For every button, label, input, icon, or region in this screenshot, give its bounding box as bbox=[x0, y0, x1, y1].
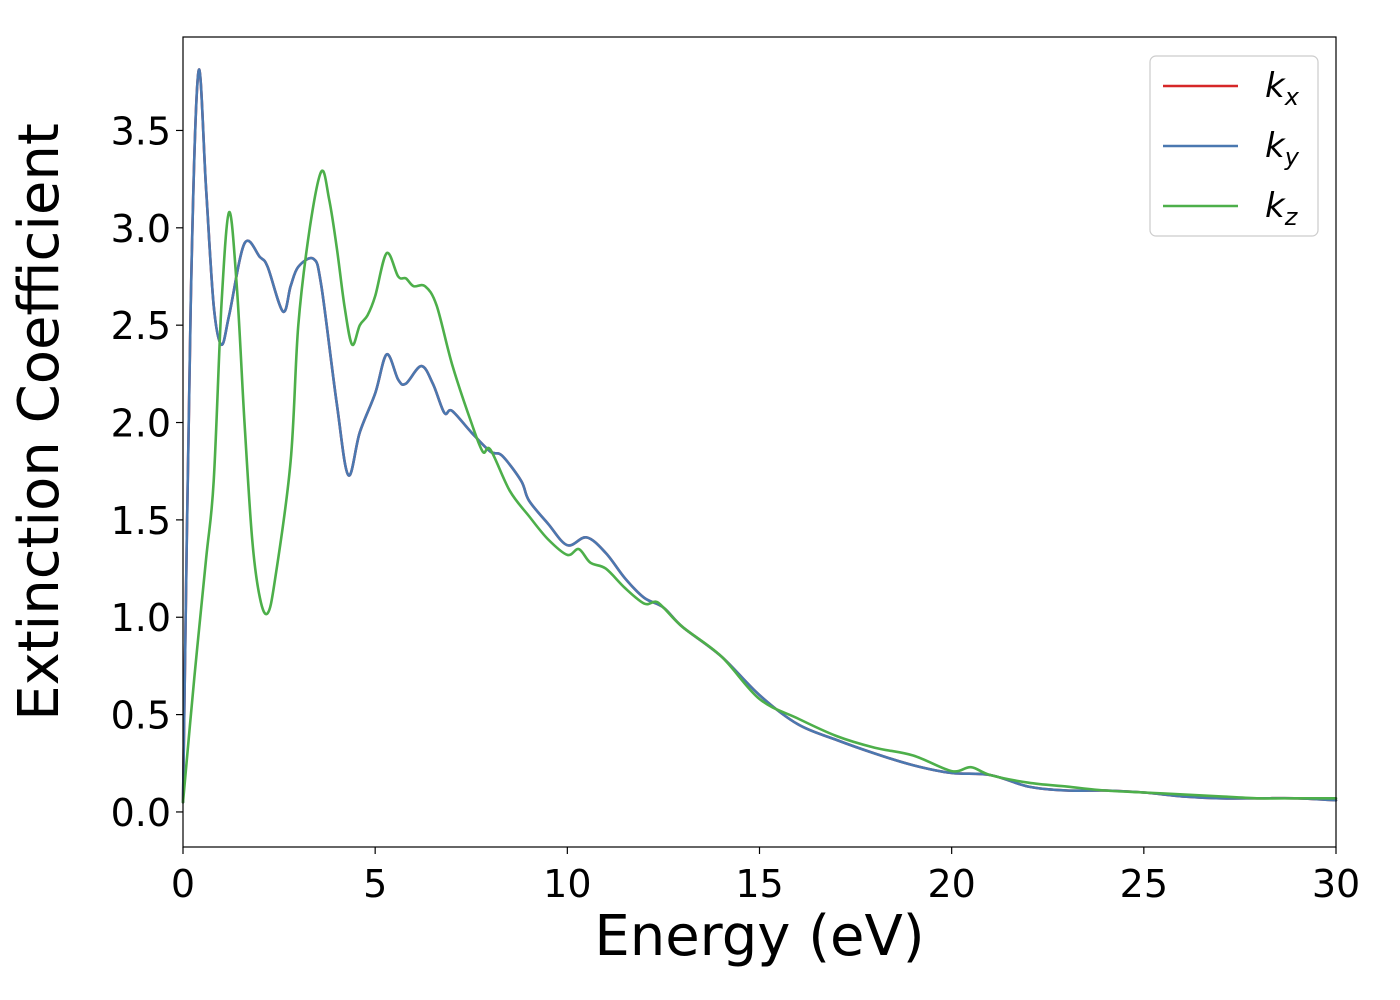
x-axis: 0 5 10 15 20 25 30 bbox=[171, 847, 1360, 906]
legend-subscript: x bbox=[1284, 83, 1300, 111]
y-tick-label: 1.0 bbox=[111, 596, 171, 640]
x-tick-label: 0 bbox=[171, 862, 195, 906]
legend-subscript: y bbox=[1284, 143, 1300, 171]
y-tick-label: 1.5 bbox=[111, 499, 171, 543]
x-tick-label: 5 bbox=[363, 862, 387, 906]
y-tick-label: 3.5 bbox=[111, 109, 171, 153]
x-tick-label: 15 bbox=[735, 862, 783, 906]
legend-subscript: z bbox=[1284, 203, 1299, 231]
series-line-ky bbox=[181, 68, 1338, 804]
x-axis-title: Energy (eV) bbox=[594, 904, 924, 969]
y-tick-label: 0.0 bbox=[111, 791, 171, 835]
y-axis: 0.0 0.5 1.0 1.5 2.0 2.5 3.0 3.5 bbox=[111, 109, 183, 835]
y-tick-label: 0.5 bbox=[111, 694, 171, 738]
x-tick-label: 10 bbox=[543, 862, 591, 906]
y-tick-label: 2.5 bbox=[111, 304, 171, 348]
x-tick-label: 25 bbox=[1120, 862, 1168, 906]
y-tick-label: 2.0 bbox=[111, 402, 171, 446]
series-line-kz bbox=[181, 169, 1338, 804]
x-tick-label: 30 bbox=[1312, 862, 1360, 906]
y-axis-title: Extinction Coefficient bbox=[7, 123, 72, 721]
series-layer bbox=[181, 68, 1338, 804]
y-tick-label: 3.0 bbox=[111, 207, 171, 251]
x-tick-label: 20 bbox=[927, 862, 975, 906]
